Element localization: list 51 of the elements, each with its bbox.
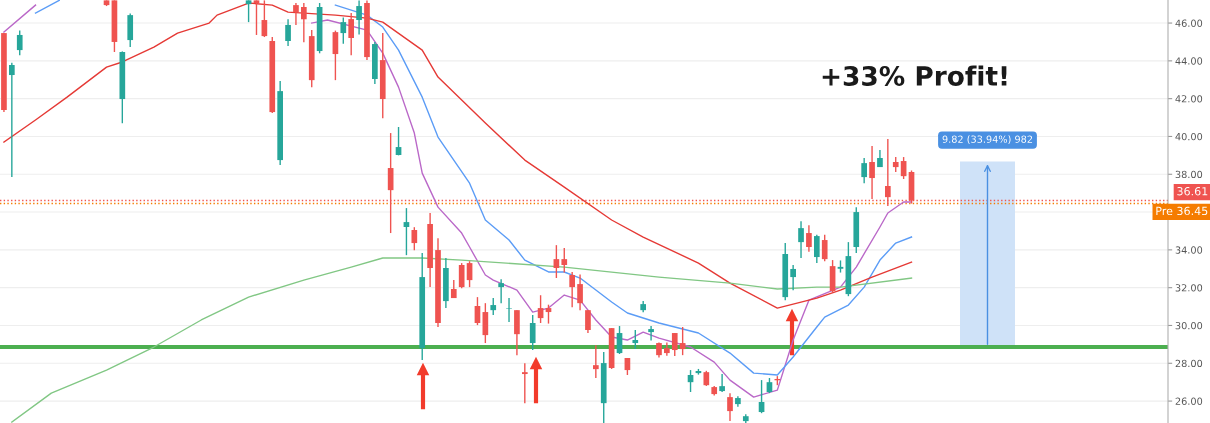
candlestick	[293, 2, 299, 26]
y-tick-label: 38.00	[1175, 170, 1203, 179]
y-tick-label: 46.00	[1175, 19, 1203, 27]
ref-line-label: Pre 36.45	[1156, 206, 1208, 216]
candlestick	[727, 392, 733, 422]
candlestick	[577, 273, 583, 312]
candlestick	[806, 224, 812, 253]
candlestick	[719, 373, 725, 393]
candlestick	[798, 220, 804, 259]
candlestick	[9, 62, 15, 178]
line-series	[11, 257, 913, 423]
candlestick	[458, 262, 465, 289]
y-tick-label: 42.00	[1175, 95, 1203, 103]
candlestick	[506, 297, 512, 323]
candlestick	[245, 0, 252, 23]
y-tick-label: 32.00	[1175, 284, 1203, 292]
candlestick	[285, 18, 291, 47]
candlestick	[340, 16, 347, 45]
line-series	[3, 2, 913, 309]
candlestick	[553, 244, 560, 279]
candlestick	[671, 332, 678, 357]
candlestick	[16, 29, 23, 56]
candlestick	[885, 138, 891, 207]
candlestick	[821, 234, 828, 262]
candlestick	[529, 314, 536, 351]
candlestick	[593, 344, 599, 379]
y-tick-label: 34.00	[1175, 246, 1203, 254]
candlestick	[356, 0, 362, 36]
annotation: +33% Profit!	[822, 65, 1007, 86]
candlestick	[411, 226, 418, 251]
candlestick	[648, 325, 654, 342]
candlestick	[790, 264, 796, 291]
y-tick-label: 28.00	[1175, 359, 1203, 368]
y-tick-label: 40.00	[1175, 132, 1203, 141]
candlestick	[301, 2, 307, 43]
ref-line-label: 36.61	[1177, 187, 1208, 196]
candlestick	[561, 247, 568, 274]
candlestick	[664, 341, 670, 357]
candlestick	[569, 271, 575, 308]
y-tick-label: 44.00	[1175, 57, 1203, 65]
candlestick	[861, 157, 867, 184]
candlestick	[585, 309, 591, 334]
y-tick-label: 26.00	[1175, 397, 1203, 405]
candlestick	[253, 0, 260, 36]
band-label: 9.82 (33.94%) 982	[942, 135, 1033, 145]
candlestick	[813, 234, 820, 264]
candlestick	[348, 12, 355, 56]
candlestick	[498, 278, 504, 304]
y-tick-label: 30.00	[1175, 321, 1203, 330]
candlestick	[521, 362, 528, 404]
candlestick	[632, 329, 639, 350]
